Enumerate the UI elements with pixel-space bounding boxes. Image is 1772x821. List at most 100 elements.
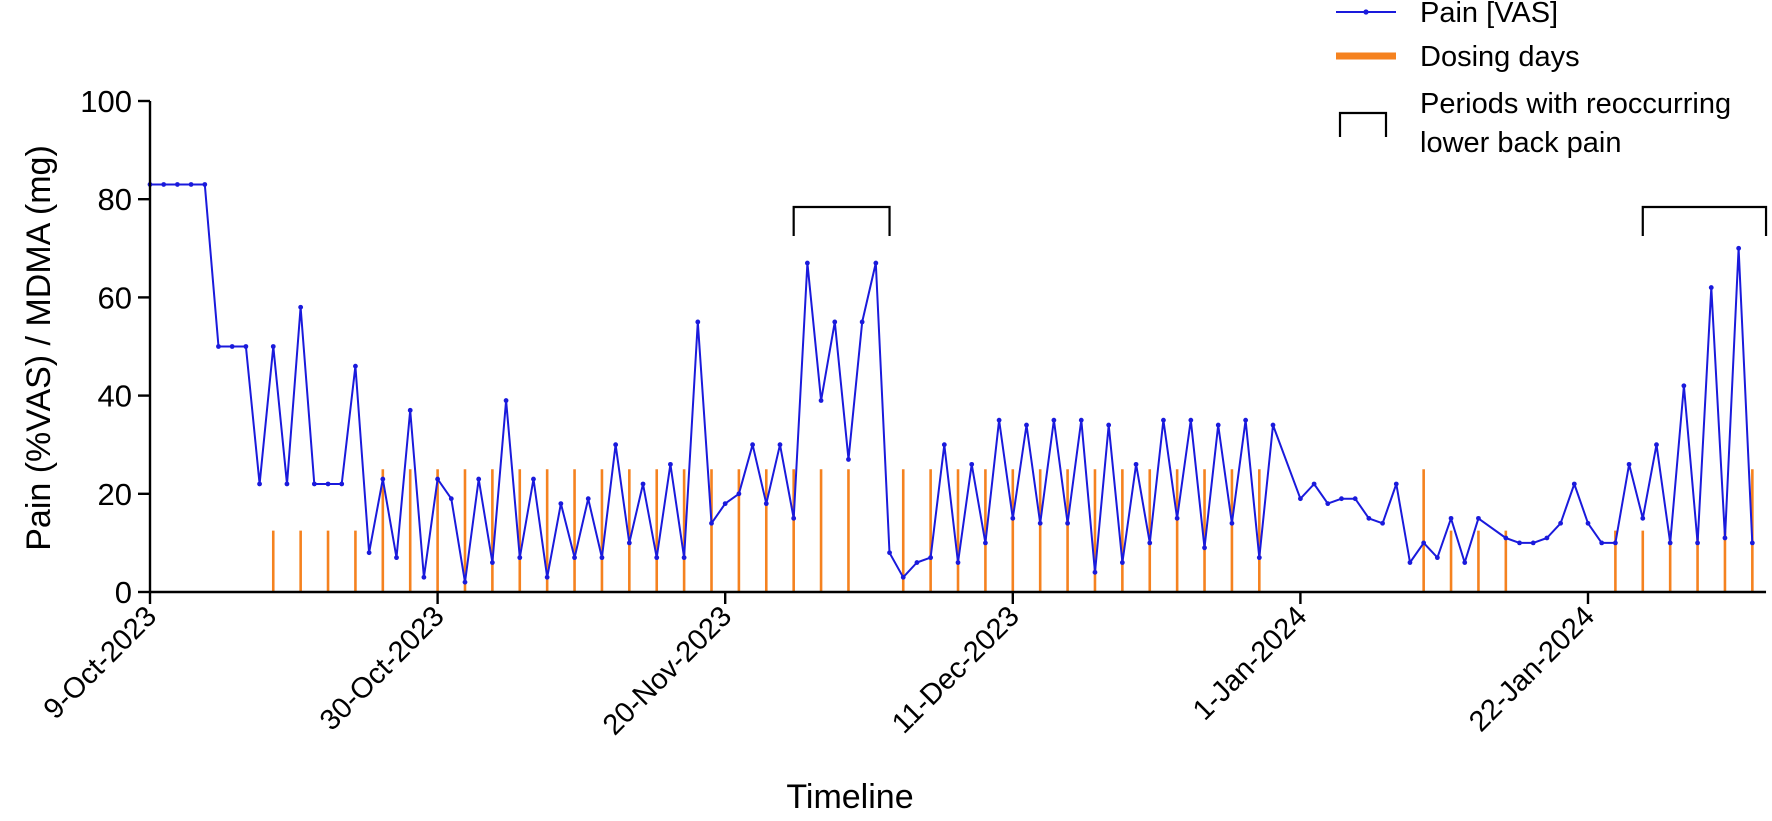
pain-data-point: [174, 182, 180, 187]
pain-data-point: [1229, 520, 1235, 526]
pain-data-point: [202, 182, 208, 187]
pain-data-point: [1393, 481, 1399, 487]
pain-data-point: [1325, 501, 1331, 507]
pain-data-point: [476, 476, 482, 482]
pain-data-point: [983, 540, 988, 546]
legend: Pain [VAS] Dosing days Periods with reoc…: [1336, 0, 1731, 159]
pain-data-point: [1517, 540, 1522, 546]
pain-data-point: [544, 574, 550, 580]
legend-dosing-label: Dosing days: [1420, 41, 1580, 73]
pain-data-point: [1749, 540, 1755, 546]
pain-data-point: [1695, 540, 1700, 546]
pain-data-point: [818, 398, 824, 403]
y-tick-label: 0: [115, 575, 132, 610]
pain-data-point: [311, 481, 317, 487]
pain-data-point: [777, 442, 783, 448]
pain-data-point: [1133, 461, 1139, 467]
y-tick-label: 40: [98, 379, 132, 414]
pain-data-point: [1530, 540, 1536, 546]
legend-bracket-label-line2: lower back pain: [1420, 127, 1622, 159]
pain-data-point: [626, 540, 632, 546]
pain-data-point: [722, 501, 728, 507]
pain-data-point: [380, 476, 386, 482]
legend-bracket-label-line1: Periods with reoccurring: [1420, 88, 1731, 120]
pain-data-point: [1736, 245, 1742, 251]
pain-data-point: [1311, 481, 1317, 487]
pain-data-point: [599, 555, 605, 561]
bracket-reoccurring-pain: [792, 205, 891, 236]
pain-data-point: [900, 574, 906, 580]
pain-data-point: [1174, 515, 1180, 521]
pain-data-point: [791, 515, 797, 521]
pain-data-point: [1106, 422, 1112, 428]
y-axis-title: Pain (%VAS) / MDMA (mg): [20, 145, 58, 551]
pain-data-point: [1065, 520, 1070, 526]
pain-data-point: [503, 398, 509, 403]
pain-data-point: [1722, 535, 1728, 541]
pain-data-point: [1256, 555, 1262, 561]
pain-data-point: [1298, 496, 1303, 502]
pain-data-point: [1215, 422, 1221, 428]
pain-data-point: [1024, 422, 1029, 428]
pain-data-point: [1161, 417, 1166, 423]
pain-series-line: [150, 183, 1754, 584]
pain-data-point: [572, 555, 577, 561]
pain-data-point: [654, 555, 660, 561]
pain-data-point: [763, 501, 769, 507]
bracket-reoccurring-pain: [1641, 205, 1768, 236]
pain-data-point: [914, 560, 920, 565]
pain-data-point: [859, 319, 865, 325]
pain-data-point: [1476, 515, 1481, 521]
pain-data-point: [1202, 545, 1207, 551]
pain-data-point: [1667, 540, 1673, 546]
legend-pain-label: Pain [VAS]: [1420, 0, 1558, 29]
y-tick-label: 60: [98, 280, 132, 315]
pain-data-point: [257, 481, 262, 487]
pain-data-point: [668, 461, 673, 467]
pain-data-point: [969, 461, 975, 467]
y-tick-label: 100: [80, 84, 132, 119]
y-tick-label: 80: [98, 182, 132, 217]
legend-pain-marker: [1363, 9, 1369, 15]
pain-data-point: [1654, 442, 1659, 448]
x-tick-label: 20-Nov-2023: [597, 600, 738, 741]
pain-data-point: [681, 555, 687, 561]
pain-data-point: [846, 457, 851, 462]
pain-data-point: [695, 319, 701, 325]
x-tick-label: 1-Jan-2024: [1187, 600, 1313, 726]
pain-data-point: [736, 491, 742, 497]
pain-data-point: [613, 442, 619, 448]
pain-data-point: [558, 501, 564, 507]
pain-data-point: [1434, 555, 1440, 561]
pain-data-point: [1407, 560, 1413, 565]
pain-data-point: [161, 182, 167, 187]
pain-data-point: [394, 555, 399, 561]
pain-data-point: [407, 407, 413, 413]
pain-data-point: [1599, 540, 1605, 546]
pain-data-point: [353, 363, 358, 369]
pain-data-point: [832, 319, 838, 325]
pain-data-point: [1352, 496, 1358, 502]
pain-data-point: [873, 260, 879, 266]
pain-data-point: [1078, 417, 1084, 423]
pain-data-point: [216, 344, 221, 349]
pain-data-point: [996, 417, 1002, 423]
pain-data-point: [435, 476, 440, 482]
pain-data-point: [188, 182, 194, 187]
pain-data-point: [1558, 520, 1564, 526]
pain-data-point: [229, 344, 235, 349]
x-tick-label: 11-Dec-2023: [886, 600, 1026, 740]
pain-data-point: [1421, 540, 1427, 546]
y-tick-label: 20: [98, 477, 132, 512]
pain-data-point: [1380, 520, 1385, 526]
x-axis-title: Timeline: [786, 778, 913, 816]
pain-data-point: [1571, 481, 1577, 487]
pain-data-point: [1092, 569, 1098, 575]
pain-data-point: [1188, 417, 1194, 423]
pain-data-point: [585, 496, 591, 502]
x-tick-label: 30-Oct-2023: [314, 600, 451, 737]
pain-data-point: [325, 481, 331, 487]
pain-data-point: [270, 344, 276, 349]
legend-bracket-swatch: [1338, 111, 1388, 137]
pain-data-point: [1612, 540, 1618, 546]
